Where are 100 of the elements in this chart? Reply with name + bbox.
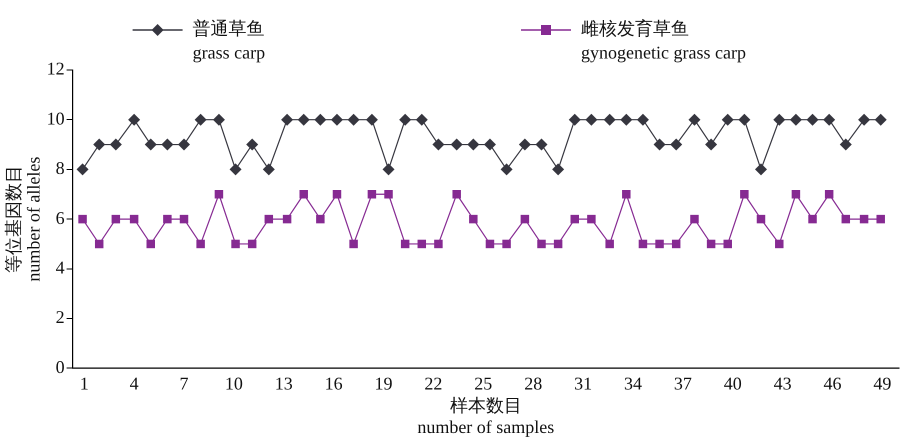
point bbox=[672, 240, 680, 248]
point bbox=[655, 240, 664, 248]
point bbox=[688, 114, 700, 126]
point bbox=[484, 138, 496, 151]
point bbox=[418, 240, 426, 248]
point bbox=[858, 114, 870, 126]
y-axis-title: 等位基因数目 number of alleles bbox=[4, 156, 44, 282]
x-tick-label: 13 bbox=[274, 374, 293, 394]
point bbox=[384, 190, 393, 198]
point bbox=[604, 114, 616, 126]
point bbox=[568, 114, 581, 126]
x-tick-label: 16 bbox=[324, 374, 343, 394]
point bbox=[570, 214, 579, 224]
point bbox=[282, 214, 292, 224]
point bbox=[146, 240, 155, 248]
point bbox=[298, 114, 310, 126]
point bbox=[330, 114, 343, 126]
point bbox=[754, 163, 767, 176]
x-tick-label: 1 bbox=[80, 374, 89, 394]
point bbox=[366, 114, 378, 126]
x-tick-label: 46 bbox=[823, 374, 842, 394]
x-tick-label: 7 bbox=[180, 374, 189, 394]
x-tick-label: 31 bbox=[574, 374, 592, 394]
point bbox=[78, 214, 87, 224]
point bbox=[94, 240, 104, 248]
point bbox=[705, 138, 718, 151]
point bbox=[212, 114, 225, 126]
point bbox=[161, 138, 174, 151]
x-tick-label: 10 bbox=[224, 374, 243, 394]
y-tick-label: 4 bbox=[56, 258, 65, 278]
point bbox=[790, 114, 802, 126]
point bbox=[756, 214, 766, 224]
point bbox=[248, 240, 256, 248]
x-tick-label: 49 bbox=[873, 374, 892, 394]
point bbox=[452, 190, 461, 198]
point bbox=[520, 214, 530, 224]
point bbox=[500, 163, 513, 176]
point bbox=[349, 240, 358, 248]
y-tick-label: 2 bbox=[56, 307, 65, 328]
y-tick-label: 0 bbox=[56, 356, 65, 377]
point bbox=[622, 190, 631, 198]
point bbox=[738, 114, 750, 126]
point bbox=[163, 214, 172, 224]
point bbox=[537, 240, 546, 248]
point bbox=[93, 138, 106, 151]
point bbox=[654, 138, 666, 151]
point bbox=[194, 114, 207, 126]
y-tick-label: 12 bbox=[46, 58, 65, 79]
point bbox=[332, 190, 342, 198]
y-tick-label: 8 bbox=[56, 158, 65, 178]
point bbox=[400, 240, 410, 248]
point bbox=[450, 138, 463, 151]
point bbox=[128, 114, 140, 126]
x-axis-title: 样本数目 number of samples bbox=[417, 395, 554, 437]
point bbox=[281, 114, 294, 126]
point bbox=[587, 214, 596, 224]
point bbox=[670, 138, 682, 151]
x-tick-label: 4 bbox=[130, 374, 139, 394]
y-tick-label: 6 bbox=[56, 208, 65, 228]
point bbox=[740, 190, 749, 198]
point bbox=[348, 114, 360, 126]
point bbox=[299, 190, 308, 198]
point bbox=[773, 114, 786, 126]
point bbox=[467, 138, 480, 151]
x-tick-label: 34 bbox=[624, 374, 642, 394]
point bbox=[518, 138, 531, 151]
legend-label: 普通草鱼 grass carp bbox=[192, 18, 266, 63]
point bbox=[723, 240, 732, 248]
point bbox=[246, 138, 258, 151]
point bbox=[214, 190, 224, 198]
point bbox=[605, 240, 614, 248]
point bbox=[434, 240, 443, 248]
point bbox=[808, 214, 817, 224]
point bbox=[636, 114, 649, 126]
point bbox=[368, 190, 376, 198]
x-tick-label: 19 bbox=[374, 374, 393, 394]
point bbox=[178, 138, 190, 151]
point bbox=[469, 214, 478, 224]
point bbox=[876, 214, 885, 224]
point bbox=[840, 138, 852, 151]
point bbox=[76, 163, 89, 176]
point bbox=[399, 114, 412, 126]
point bbox=[823, 114, 836, 126]
point bbox=[486, 240, 494, 248]
point bbox=[110, 138, 122, 151]
point bbox=[144, 138, 157, 151]
point bbox=[112, 214, 120, 224]
point bbox=[416, 114, 428, 126]
x-tick-label: 25 bbox=[474, 374, 492, 394]
point bbox=[706, 240, 716, 248]
point bbox=[842, 214, 850, 224]
point bbox=[554, 240, 562, 248]
point bbox=[620, 114, 632, 126]
point bbox=[130, 214, 138, 224]
legend-label: 雌核发育草鱼 gynogenetic grass carp bbox=[581, 18, 746, 63]
x-tick-label: 40 bbox=[724, 374, 742, 394]
point bbox=[314, 114, 326, 126]
x-tick-label: 22 bbox=[424, 374, 442, 394]
point bbox=[585, 114, 598, 126]
point bbox=[316, 214, 325, 224]
